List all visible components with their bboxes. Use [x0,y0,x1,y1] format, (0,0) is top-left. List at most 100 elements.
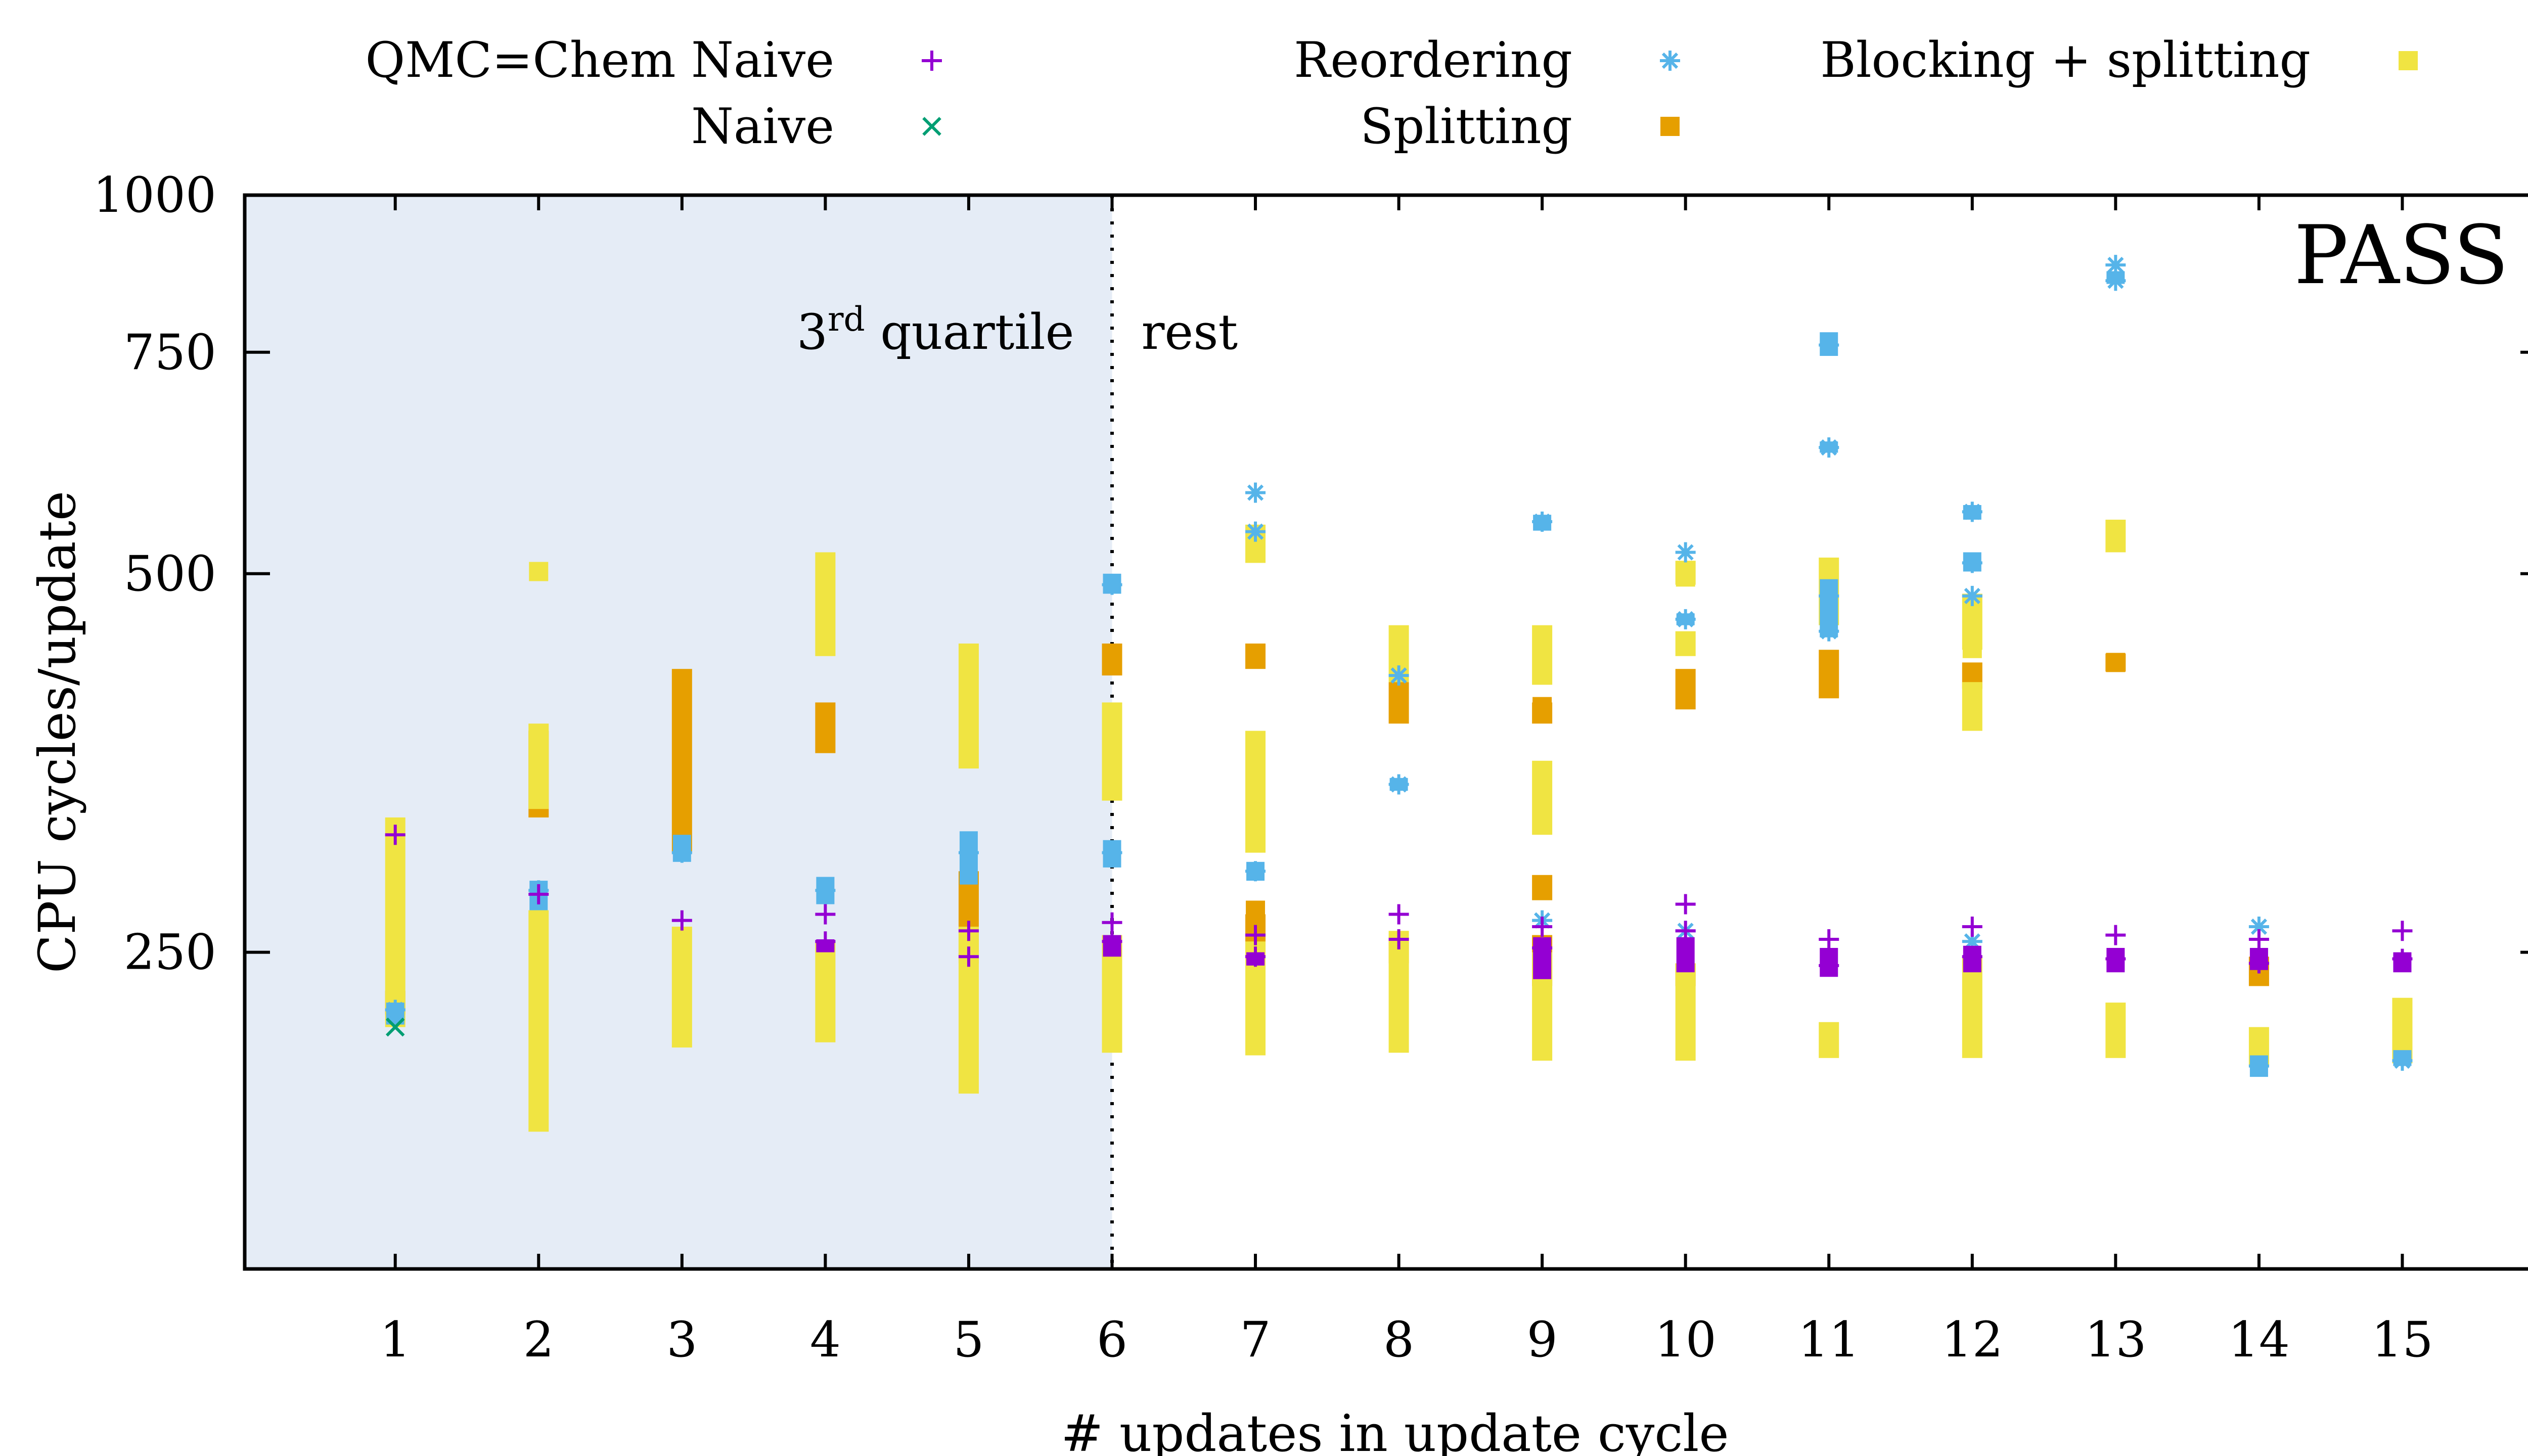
data-point [1245,946,1266,967]
region-label-quartile: 3rd quartile [797,300,1074,360]
data-band [1532,875,1553,900]
data-point [1962,931,1982,952]
data-band [958,643,979,769]
x-tick-label: 15 [2371,1311,2433,1368]
region-label-quartile-word: quartile [865,304,1074,360]
data-point [1102,574,1122,595]
data-point [1819,335,1839,355]
data-point [1962,946,1982,967]
data-point [1819,585,1839,606]
data-point [1532,511,1553,532]
data-point [2392,948,2413,969]
data-point [1819,669,1839,689]
panel-label: PASS [2294,208,2509,302]
data-point [1819,437,1839,458]
data-layer [385,255,2413,1132]
data-band [528,910,549,1132]
data-band [1245,731,1266,853]
data-point [2248,929,2269,949]
data-band [815,702,836,753]
data-point [1675,894,1696,915]
x-tick-label: 4 [810,1311,841,1368]
data-point [1676,680,1695,700]
legend-marker-blocking-splitting [2399,51,2418,70]
data-point [1962,502,1982,522]
data-point [671,842,692,863]
y-tick-label: 1000 [93,167,216,223]
series-reordering [385,255,2413,1077]
data-point [958,946,979,967]
data-point [815,931,836,952]
legend-marker-qmc-chem-naive [922,51,942,71]
series-naive [385,1017,405,1037]
data-band [1819,1022,1839,1058]
x-tick-label: 13 [2085,1311,2146,1368]
data-band [528,723,549,809]
x-tick-label: 14 [2228,1311,2290,1368]
data-band [1675,631,1696,656]
legend-marker-splitting [1660,117,1680,136]
data-point [1388,774,1409,795]
data-point [1388,904,1409,925]
data-point [2105,270,2126,291]
x-tick-label: 1 [380,1311,411,1368]
data-band [1962,682,1982,731]
data-point [1246,900,1266,920]
x-tick-label: 3 [666,1311,697,1368]
data-band [1102,643,1122,676]
data-band [1102,702,1122,801]
data-point [2105,948,2126,969]
data-band [1245,643,1266,669]
data-point [385,825,405,845]
data-point [958,842,979,863]
data-point [1962,916,1982,937]
series-qmc-chem-naive [385,825,2413,979]
x-tick-label: 11 [1798,1311,1860,1368]
data-point [958,921,979,941]
data-band [815,941,836,1042]
x-tick-label: 2 [523,1311,554,1368]
data-point [1245,521,1266,542]
data-point [1532,938,1553,959]
data-point [1532,916,1553,937]
x-tick-label: 5 [953,1311,984,1368]
legend-label-blocking-splitting: Blocking + splitting [1820,32,2311,88]
region-label-superscript: rd [828,300,865,339]
data-point [1102,842,1122,863]
data-band [671,926,692,1048]
data-band [815,552,836,656]
data-point [2105,255,2126,276]
data-point [528,884,549,904]
data-point [1388,929,1409,949]
legend-marker-reordering [1660,51,1680,71]
data-point [1675,609,1696,629]
data-point [2392,1051,2413,1071]
data-point [1962,585,1982,606]
data-band [2105,1003,2126,1058]
data-point [2248,953,2269,974]
data-point [529,562,549,581]
data-point [1102,912,1122,933]
data-band [1962,957,1982,1058]
region-label-rest: rest [1141,304,1238,360]
y-tick-label: 500 [124,545,216,602]
data-point [1102,931,1122,952]
x-tick-label: 8 [1383,1311,1414,1368]
x-tick-label: 9 [1527,1311,1558,1368]
y-tick-label: 750 [124,324,216,381]
data-band [1388,931,1409,1053]
legend: QMC=Chem Naive Naive Reordering Splittin… [365,32,2418,155]
data-point [2248,1056,2269,1076]
data-band [671,669,692,853]
data-point [1962,639,1982,658]
legend-label-reordering: Reordering [1294,32,1572,88]
data-point [1676,567,1695,587]
data-band [1532,625,1553,685]
x-axis-title: # updates in update cycle [1061,1404,1729,1456]
y-axis-title: CPU cycles/update [28,491,87,973]
data-band [1675,963,1696,1061]
legend-label-splitting: Splitting [1360,98,1572,155]
legend-label-qmc-chem-naive: QMC=Chem Naive [365,32,834,88]
data-point [1675,542,1696,563]
